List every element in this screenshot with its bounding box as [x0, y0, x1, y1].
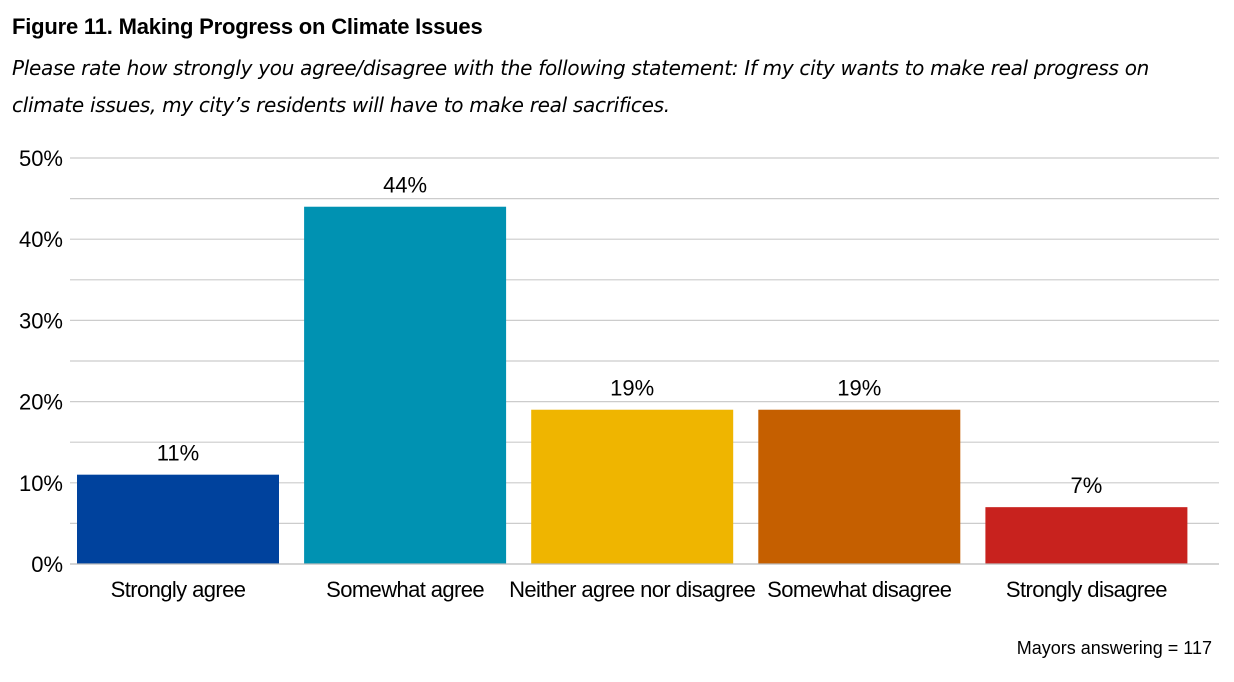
y-tick-label: 30% [19, 308, 63, 333]
bar-value-label: 19% [610, 376, 654, 401]
bar-value-label: 19% [837, 376, 881, 401]
bars [77, 206, 1188, 564]
respondent-count-note: Mayors answering = 117 [1016, 638, 1212, 658]
x-tick-label: Strongly agree [111, 577, 246, 602]
x-tick-label: Neither agree nor disagree [509, 577, 755, 602]
chart-subtitle: Please rate how strongly you agree/disag… [12, 56, 1150, 117]
x-axis-ticks: Strongly agree Somewhat agree Neither agre… [111, 577, 1168, 602]
y-tick-label: 50% [19, 146, 63, 171]
x-tick-label: Strongly disagree [1006, 577, 1167, 602]
chart-title: Figure 11. Making Progress on Climate Is… [12, 14, 483, 39]
bar-neither-agree-nor-disagree [531, 409, 734, 564]
y-axis-ticks: 0% 10% 20% 30% 40% 50% [19, 146, 63, 577]
x-tick-label: Somewhat disagree [767, 577, 952, 602]
x-tick-label: Somewhat agree [326, 577, 484, 602]
y-tick-label: 40% [19, 227, 63, 252]
y-tick-label: 10% [19, 471, 63, 496]
bar-somewhat-disagree [758, 409, 961, 564]
bar-somewhat-agree [304, 206, 507, 564]
y-tick-label: 20% [19, 390, 63, 415]
bar-value-label: 44% [383, 173, 427, 198]
y-tick-label: 0% [31, 552, 63, 577]
bar-strongly-disagree [985, 507, 1188, 564]
bar-strongly-agree [77, 474, 279, 564]
bar-value-label: 11% [157, 441, 199, 466]
value-labels: 11% 44% 19% 19% 7% [157, 173, 1103, 498]
bar-value-label: 7% [1071, 473, 1103, 498]
